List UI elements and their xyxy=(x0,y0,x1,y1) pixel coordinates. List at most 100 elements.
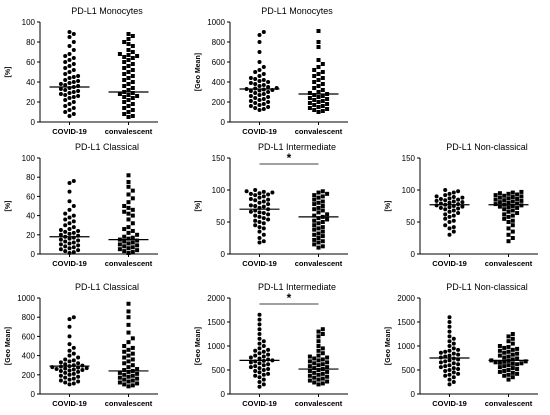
plot-title: PD-L1 Classical xyxy=(75,142,139,152)
data-point xyxy=(261,97,266,101)
data-point xyxy=(71,213,76,218)
data-point xyxy=(76,369,81,374)
data-point xyxy=(320,229,325,234)
data-point xyxy=(58,378,63,383)
data-point xyxy=(253,213,258,218)
data-point xyxy=(312,202,317,207)
data-point xyxy=(316,216,321,221)
y-tick-label: 1000 xyxy=(207,342,225,351)
data-point xyxy=(126,110,131,114)
data-point xyxy=(515,351,520,356)
y-tick-label: 400 xyxy=(22,352,36,361)
data-point xyxy=(447,220,452,224)
data-point xyxy=(307,106,312,110)
data-point xyxy=(257,191,262,196)
data-point xyxy=(257,336,262,341)
data-point xyxy=(316,195,321,200)
data-point xyxy=(257,236,262,240)
data-point xyxy=(130,213,135,218)
data-point xyxy=(126,384,131,389)
data-point xyxy=(316,377,321,382)
data-point xyxy=(71,62,76,66)
data-point xyxy=(320,239,325,244)
data-point xyxy=(122,249,127,254)
data-point xyxy=(76,361,81,366)
y-tick-label: 200 xyxy=(212,98,226,107)
plot-title: PD-L1 Intermediate xyxy=(258,282,336,292)
data-point xyxy=(438,350,443,355)
data-point xyxy=(253,198,258,203)
data-point xyxy=(325,107,330,111)
data-point xyxy=(76,89,81,93)
data-point xyxy=(130,91,135,95)
data-point xyxy=(447,344,452,348)
data-point xyxy=(248,191,253,196)
data-point xyxy=(443,359,448,364)
data-point xyxy=(502,198,507,203)
data-point xyxy=(510,199,515,204)
data-point xyxy=(130,250,135,255)
data-point xyxy=(63,78,68,82)
data-point xyxy=(126,192,131,197)
data-point xyxy=(261,372,266,377)
data-point xyxy=(130,50,135,54)
data-point xyxy=(307,96,312,100)
data-point xyxy=(253,77,258,81)
data-point xyxy=(510,370,515,375)
data-point xyxy=(515,371,520,376)
data-point xyxy=(253,106,258,110)
data-point xyxy=(506,200,511,205)
data-point xyxy=(126,301,131,306)
data-point xyxy=(257,195,262,200)
data-point xyxy=(130,383,135,388)
data-point xyxy=(312,213,317,218)
data-point xyxy=(325,379,330,384)
data-point xyxy=(510,341,515,346)
data-point xyxy=(266,371,271,376)
data-point xyxy=(63,211,68,216)
data-point xyxy=(117,52,122,56)
data-point xyxy=(447,200,452,205)
data-point xyxy=(506,191,511,196)
plot-p2: PD-L1 Monocytes 0 200 400 600 800 1000 [Geo Mea… xyxy=(195,6,348,136)
y-tick-label: 20 xyxy=(26,231,35,240)
data-point xyxy=(126,217,131,222)
data-point xyxy=(130,363,135,368)
x-category-label: COVID-19 xyxy=(432,399,467,408)
data-point xyxy=(447,209,452,214)
x-category-label: COVID-19 xyxy=(242,399,277,408)
data-point xyxy=(456,347,461,352)
y-tick-label: 20 xyxy=(26,98,35,107)
data-point xyxy=(122,60,127,64)
data-point xyxy=(266,197,271,202)
data-point xyxy=(266,202,271,207)
data-point xyxy=(63,229,68,234)
data-point xyxy=(510,195,515,200)
data-point xyxy=(71,204,76,208)
data-point xyxy=(320,357,325,362)
data-point xyxy=(316,65,321,69)
data-point xyxy=(316,339,321,344)
data-point xyxy=(122,40,127,44)
x-category-label: convalescent xyxy=(295,399,343,408)
data-point xyxy=(63,357,68,362)
data-point xyxy=(253,348,258,353)
data-point xyxy=(126,53,131,57)
data-point xyxy=(130,245,135,250)
y-tick-label: 0 xyxy=(31,250,36,259)
data-point xyxy=(130,34,135,38)
data-point xyxy=(515,356,520,361)
data-point xyxy=(126,180,131,184)
data-point xyxy=(63,93,68,97)
y-tick-label: 500 xyxy=(402,366,416,375)
plot-p3: PD-L1 Classical 0 20 40 60 80 100 [%] COVID-19 co… xyxy=(5,142,158,268)
data-point xyxy=(497,195,502,200)
data-point xyxy=(76,94,81,98)
y-tick-label: 50 xyxy=(216,218,225,227)
data-point xyxy=(261,199,266,204)
data-point xyxy=(135,94,140,98)
data-point xyxy=(126,58,131,62)
data-point xyxy=(312,68,317,72)
data-point xyxy=(447,324,452,329)
data-point xyxy=(316,226,321,231)
